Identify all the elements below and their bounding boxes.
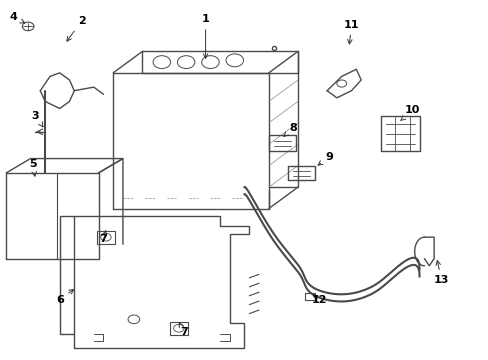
Text: 10: 10	[400, 105, 419, 120]
Text: 3: 3	[32, 111, 43, 127]
Text: 1: 1	[202, 14, 209, 58]
Text: 12: 12	[311, 295, 327, 305]
Text: 11: 11	[343, 19, 359, 44]
Text: 6: 6	[56, 289, 74, 305]
Bar	[170, 322, 187, 335]
Text: 4: 4	[10, 13, 24, 23]
Text: 9: 9	[318, 152, 333, 165]
Text: 7: 7	[100, 231, 107, 244]
Text: 8: 8	[283, 123, 296, 136]
Text: 2: 2	[67, 16, 85, 41]
Bar	[97, 231, 115, 244]
Text: 7: 7	[179, 323, 187, 337]
Text: 5: 5	[29, 159, 37, 176]
Text: 13: 13	[433, 261, 448, 285]
